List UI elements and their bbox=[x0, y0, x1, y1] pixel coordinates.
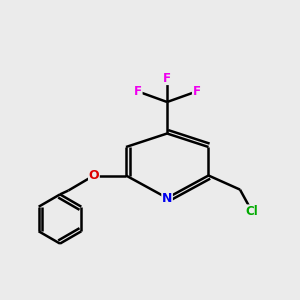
Text: F: F bbox=[193, 85, 200, 98]
Text: Cl: Cl bbox=[246, 205, 258, 218]
Text: F: F bbox=[163, 71, 171, 85]
Text: N: N bbox=[162, 191, 172, 205]
Text: F: F bbox=[134, 85, 142, 98]
Text: O: O bbox=[88, 169, 99, 182]
